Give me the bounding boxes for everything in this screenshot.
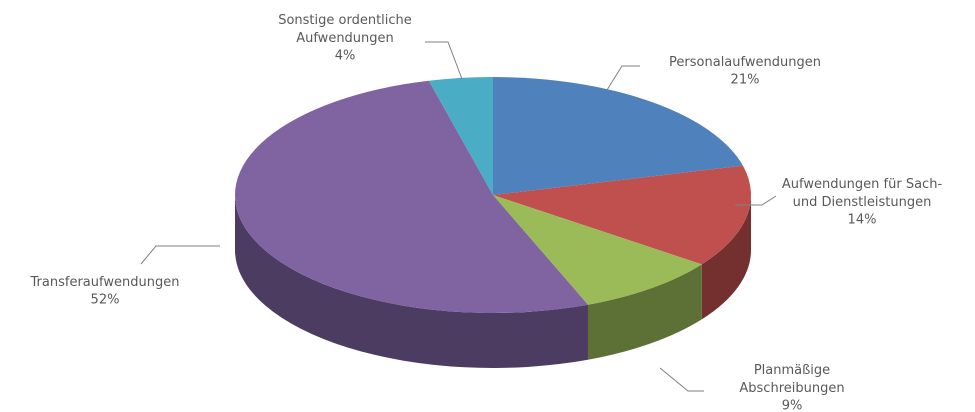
- slice: [234, 80, 588, 314]
- label-line: Personalaufwendungen: [669, 55, 821, 70]
- category-label: Sonstige ordentliche Aufwendungen: [278, 13, 412, 46]
- label-line: Abschreibungen: [739, 381, 844, 396]
- value-label: 4%: [335, 49, 356, 64]
- leader-line: [140, 245, 220, 265]
- category-label: Aufwendungen für Sach-und Dienstleistung…: [782, 177, 943, 210]
- slice: [428, 77, 493, 195]
- category-label: Transferaufwendungen: [30, 275, 180, 290]
- label-line: Transferaufwendungen: [30, 275, 180, 290]
- label-line: Planmäßige: [754, 363, 830, 378]
- leader-line: [735, 195, 777, 206]
- category-label: Planmäßige Abschreibungen: [739, 363, 844, 396]
- value-label: 21%: [731, 73, 760, 88]
- slice-side: [701, 195, 751, 320]
- leader-line: [606, 65, 640, 91]
- leader-line: [425, 41, 463, 80]
- category-label: Personalaufwendungen: [669, 55, 821, 70]
- value-label: 9%: [782, 399, 803, 412]
- value-label: 14%: [848, 213, 877, 228]
- label-line: Aufwendungen: [296, 31, 394, 46]
- value-label: 52%: [91, 293, 120, 308]
- slice-side: [587, 264, 702, 360]
- slice: [493, 77, 743, 195]
- slice: [493, 195, 702, 305]
- label-line: und Dienstleistungen: [793, 195, 932, 210]
- leader-line: [659, 367, 704, 392]
- label-line: Sonstige ordentliche: [278, 13, 412, 28]
- label-line: Aufwendungen für Sach-: [782, 177, 943, 192]
- slice-side: [235, 195, 588, 368]
- slice: [493, 165, 752, 265]
